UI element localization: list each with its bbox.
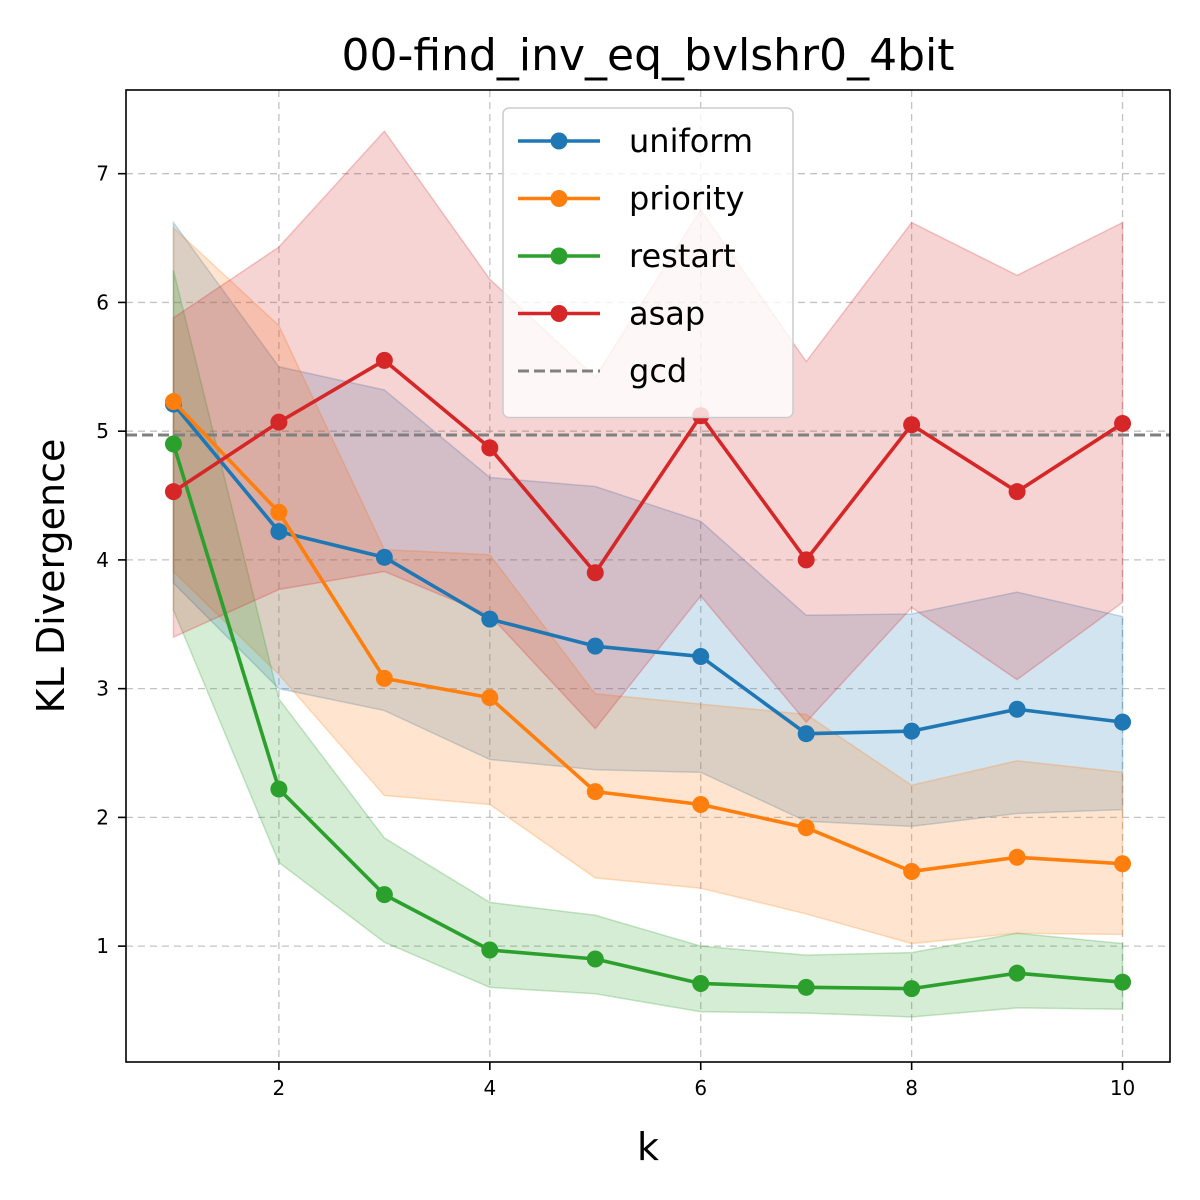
legend-label-priority: priority xyxy=(629,180,744,218)
y-tick-label: 3 xyxy=(96,677,109,701)
data-point-asap xyxy=(1008,483,1026,501)
x-tick-label: 4 xyxy=(483,1076,496,1100)
data-point-asap xyxy=(797,551,815,569)
data-point-priority xyxy=(692,796,710,814)
data-point-uniform xyxy=(1114,713,1132,731)
y-tick-label: 5 xyxy=(96,419,109,443)
data-point-restart xyxy=(903,980,921,998)
data-point-priority xyxy=(164,393,182,411)
x-tick-label: 8 xyxy=(905,1076,918,1100)
legend-marker-asap xyxy=(550,305,568,322)
legend-label-restart: restart xyxy=(629,237,736,275)
legend-marker-uniform xyxy=(550,132,568,150)
data-point-restart xyxy=(164,435,182,453)
y-tick-label: 7 xyxy=(96,162,109,186)
band-uniform xyxy=(172,220,1124,828)
data-point-uniform xyxy=(586,637,604,655)
data-point-priority xyxy=(481,689,499,707)
legend-marker-priority xyxy=(550,190,568,207)
data-point-restart xyxy=(270,780,288,798)
data-point-asap xyxy=(481,439,499,457)
plot-frame xyxy=(125,89,1171,1063)
data-point-uniform xyxy=(692,647,710,665)
legend-marker-restart xyxy=(550,247,568,265)
legend-label-uniform: uniform xyxy=(629,122,753,160)
chart-title: 00-find_inv_eq_bvlshr0_4bit xyxy=(341,30,954,81)
confidence-bands xyxy=(172,130,1124,1018)
data-point-restart xyxy=(692,974,710,992)
data-point-priority xyxy=(797,819,815,837)
series-lines xyxy=(164,351,1132,998)
data-point-asap xyxy=(164,483,182,501)
y-tick-label: 4 xyxy=(96,548,109,572)
data-point-restart xyxy=(797,978,815,996)
data-point-asap xyxy=(270,413,288,431)
data-point-asap xyxy=(903,416,921,434)
data-point-asap xyxy=(586,564,604,582)
data-point-restart xyxy=(1114,973,1132,991)
series-line-restart xyxy=(171,443,1123,991)
legend-label-gcd: gcd xyxy=(629,352,687,390)
data-point-priority xyxy=(903,862,921,880)
data-point-uniform xyxy=(481,610,499,628)
data-point-uniform xyxy=(1008,700,1026,718)
series-line-asap xyxy=(172,358,1124,575)
data-point-restart xyxy=(481,941,499,959)
legend-box xyxy=(502,107,794,419)
legend-label-asap: asap xyxy=(629,295,705,333)
y-tick-label: 2 xyxy=(96,805,109,829)
x-tick-label: 2 xyxy=(273,1076,286,1100)
y-axis-label: KL Divergence xyxy=(29,439,73,714)
x-tick-label: 6 xyxy=(694,1076,707,1100)
x-tick-label: 10 xyxy=(1110,1076,1135,1100)
data-point-priority xyxy=(375,669,393,687)
band-priority xyxy=(172,226,1124,945)
data-point-restart xyxy=(1008,964,1026,982)
data-point-restart xyxy=(586,950,604,968)
data-point-priority xyxy=(270,503,288,521)
data-point-asap xyxy=(1114,414,1132,432)
data-point-priority xyxy=(1114,855,1132,873)
y-tick-label: 6 xyxy=(96,290,109,314)
data-point-uniform xyxy=(903,722,921,740)
series-line-priority xyxy=(172,400,1123,874)
data-point-priority xyxy=(1008,848,1026,866)
data-point-uniform xyxy=(797,725,815,743)
x-axis-label: k xyxy=(637,1125,659,1169)
y-tick-label: 1 xyxy=(96,934,109,958)
data-point-uniform xyxy=(270,523,288,541)
data-point-priority xyxy=(586,783,604,801)
data-point-asap xyxy=(375,351,393,369)
band-restart xyxy=(172,270,1124,1018)
series-line-uniform xyxy=(172,402,1123,736)
legend: uniform priority restart asap gcd xyxy=(502,107,794,419)
data-point-uniform xyxy=(375,548,393,566)
data-point-restart xyxy=(375,886,393,904)
